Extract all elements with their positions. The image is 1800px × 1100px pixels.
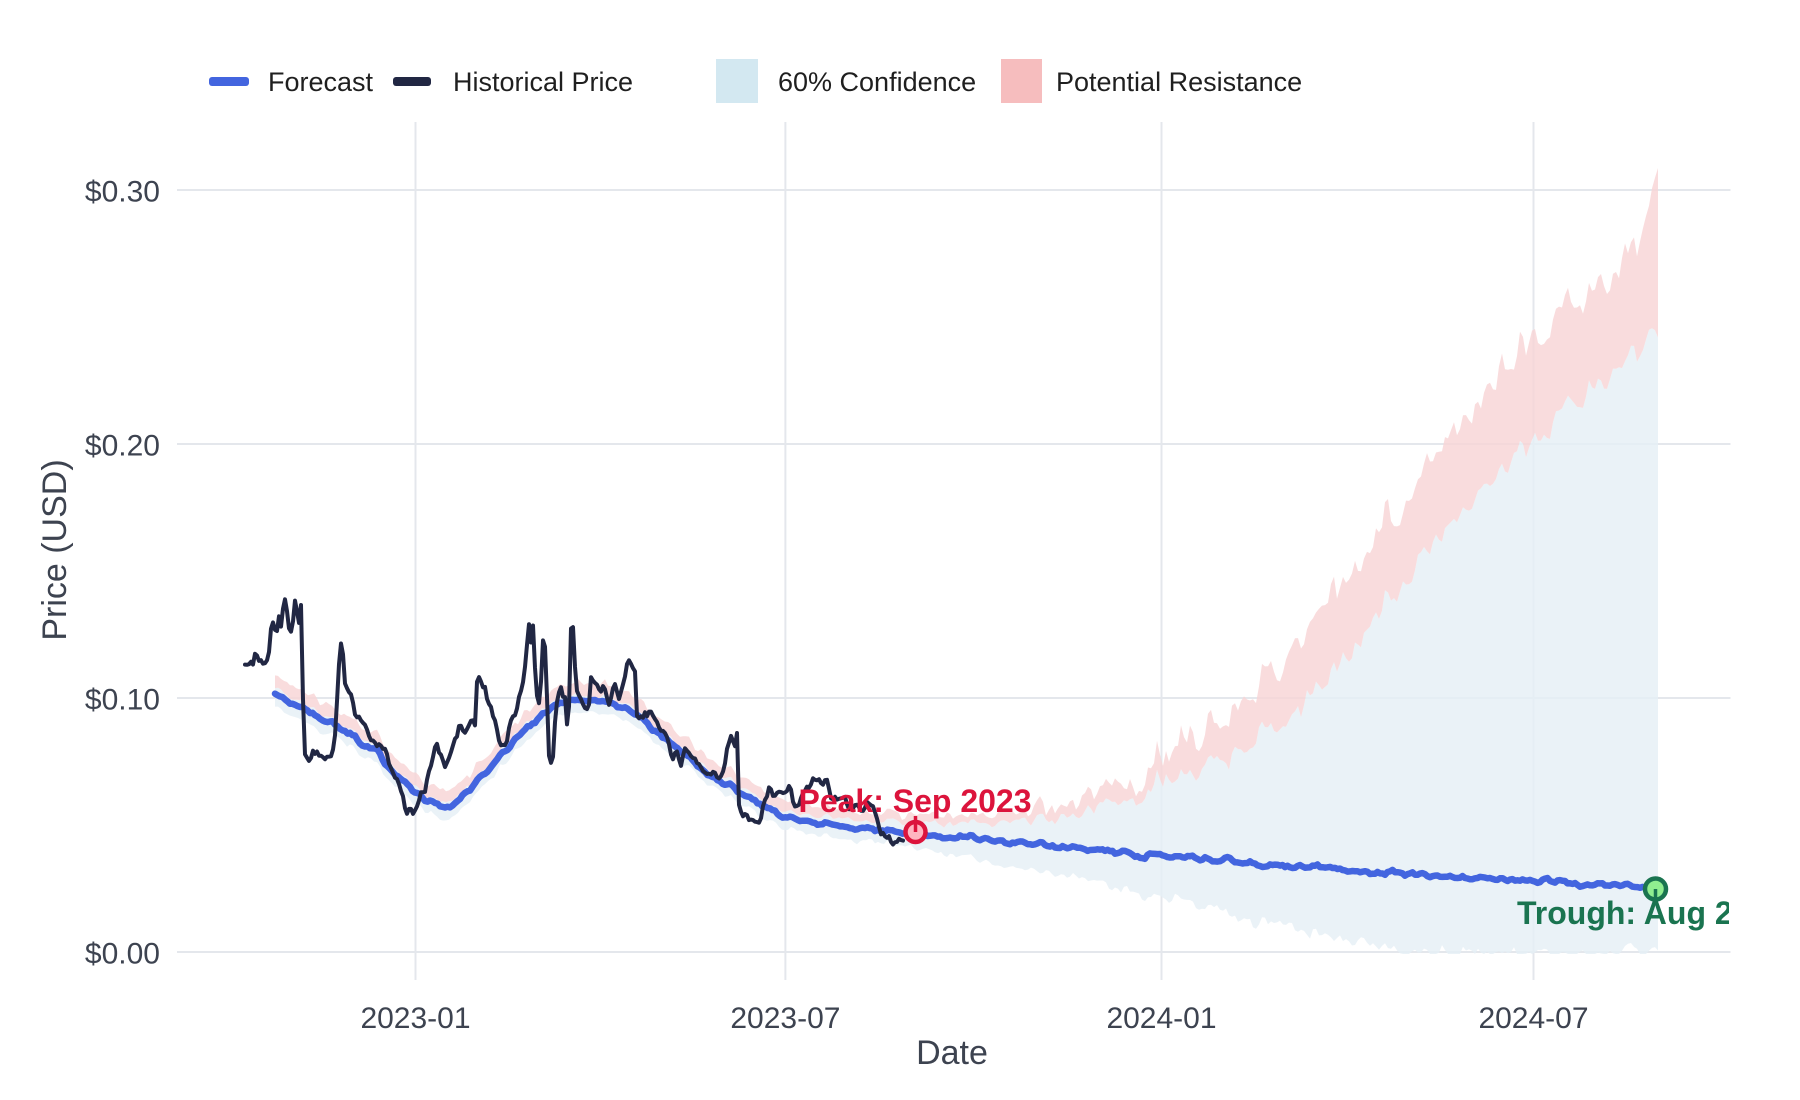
svg-text:Peak: Sep 2023: Peak: Sep 2023 [798,783,1031,819]
svg-text:60% Confidence: 60% Confidence [778,67,976,97]
svg-text:$0.30: $0.30 [85,176,160,209]
svg-text:2023-07: 2023-07 [730,1002,840,1035]
svg-text:2023-01: 2023-01 [360,1002,470,1035]
svg-text:$0.20: $0.20 [85,430,160,463]
svg-text:Potential Resistance: Potential Resistance [1056,67,1302,97]
svg-text:$0.10: $0.10 [85,684,160,717]
svg-text:2024-01: 2024-01 [1106,1002,1216,1035]
svg-text:$0.00: $0.00 [85,938,160,971]
svg-text:Historical Price: Historical Price [453,67,633,97]
svg-text:Date: Date [916,1034,988,1072]
svg-text:Trough: Aug 2024: Trough: Aug 2024 [1517,895,1786,931]
svg-text:Forecast: Forecast [268,67,374,97]
svg-text:2024-07: 2024-07 [1478,1002,1588,1035]
svg-text:Price (USD): Price (USD) [36,459,74,640]
